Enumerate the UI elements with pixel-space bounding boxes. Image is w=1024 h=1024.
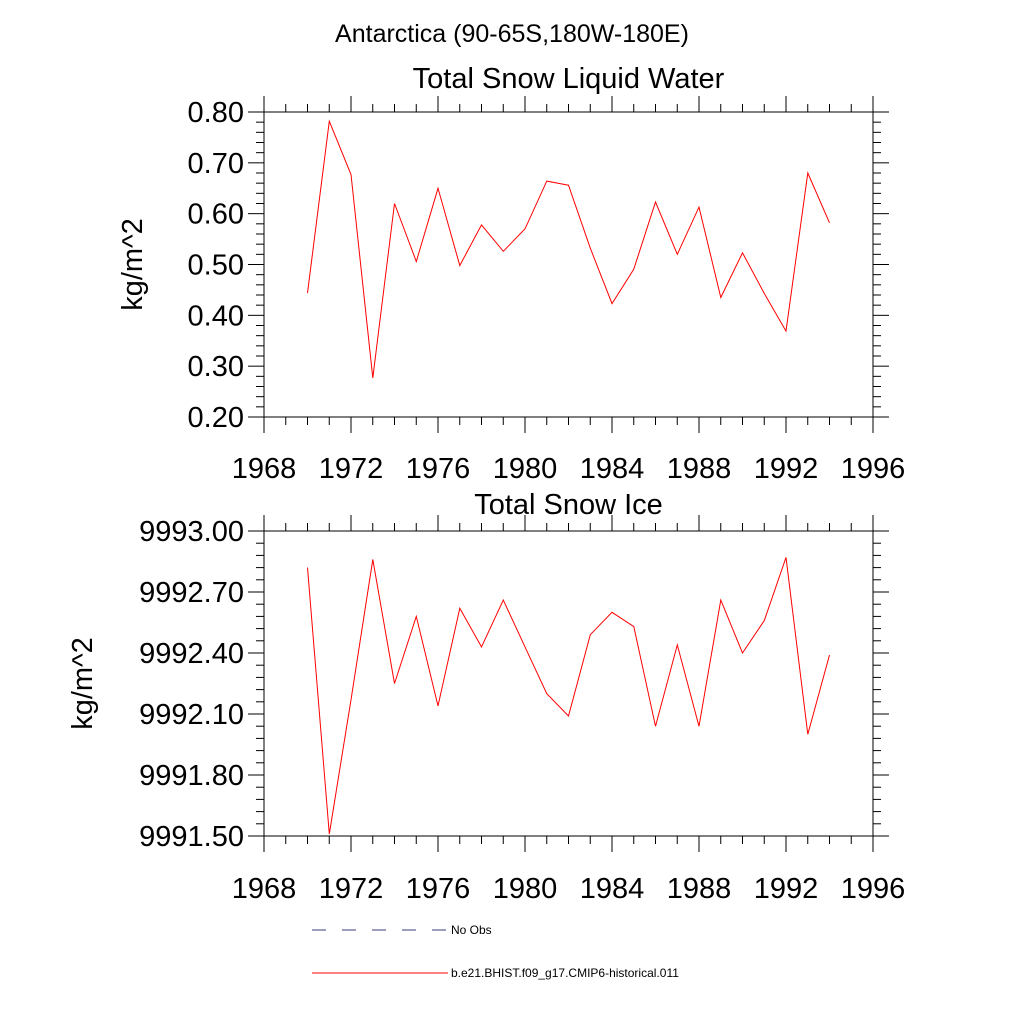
x-tick-label: 1996 — [841, 453, 906, 485]
y-tick-label: 0.60 — [188, 199, 244, 231]
series-line — [307, 557, 830, 835]
y-tick-label: 0.70 — [188, 148, 244, 180]
x-tick-label: 1984 — [580, 873, 645, 905]
x-tick-label: 1968 — [232, 453, 297, 485]
plot-frame — [263, 111, 874, 418]
y-tick-label: 0.30 — [188, 351, 244, 383]
x-tick-label: 1968 — [232, 873, 297, 905]
y-tick-label: 0.50 — [188, 250, 244, 282]
y-tick-label: 9992.70 — [139, 577, 244, 609]
y-axis-label: kg/m^2 — [67, 637, 99, 730]
x-tick-label: 1980 — [493, 453, 558, 485]
x-tick-label: 1992 — [754, 453, 819, 485]
x-tick-label: 1996 — [841, 873, 906, 905]
x-tick-label: 1976 — [406, 873, 471, 905]
legend: No Obs b.e21.BHIST.f09_g17.CMIP6-histori… — [312, 923, 679, 980]
plot-frame — [263, 530, 874, 837]
y-axis-label: kg/m^2 — [117, 218, 149, 311]
series-line — [307, 119, 830, 378]
y-tick-label: 9991.50 — [139, 821, 244, 853]
y-tick-label: 9992.10 — [139, 699, 244, 731]
chart-panel-snow-liquid-water: Total Snow Liquid Water 1968 1972 1976 1980 1… — [117, 63, 905, 485]
chart-title: Total Snow Ice — [474, 489, 663, 521]
x-tick-label: 1984 — [580, 453, 645, 485]
chart-panel-snow-ice: Total Snow Ice 1968 1972 1976 1980 1984 1988 19… — [67, 489, 905, 905]
y-tick-label: 0.40 — [188, 300, 244, 332]
x-tick-label: 1980 — [493, 873, 558, 905]
chart-title: Total Snow Liquid Water — [413, 63, 725, 95]
legend-label-model-run: b.e21.BHIST.f09_g17.CMIP6-historical.011 — [451, 966, 679, 980]
region-title: Antarctica (90-65S,180W-180E) — [335, 20, 689, 48]
legend-label-no-obs: No Obs — [451, 923, 492, 937]
y-tick-label: 9993.00 — [139, 516, 244, 548]
x-tick-label: 1992 — [754, 873, 819, 905]
y-tick-label: 0.20 — [188, 402, 244, 434]
x-tick-label: 1988 — [667, 453, 732, 485]
x-tick-label: 1972 — [319, 873, 384, 905]
x-tick-label: 1976 — [406, 453, 471, 485]
y-tick-label: 0.80 — [188, 97, 244, 129]
x-tick-label: 1988 — [667, 873, 732, 905]
y-tick-label: 9991.80 — [139, 760, 244, 792]
x-tick-label: 1972 — [319, 453, 384, 485]
y-tick-label: 9992.40 — [139, 638, 244, 670]
